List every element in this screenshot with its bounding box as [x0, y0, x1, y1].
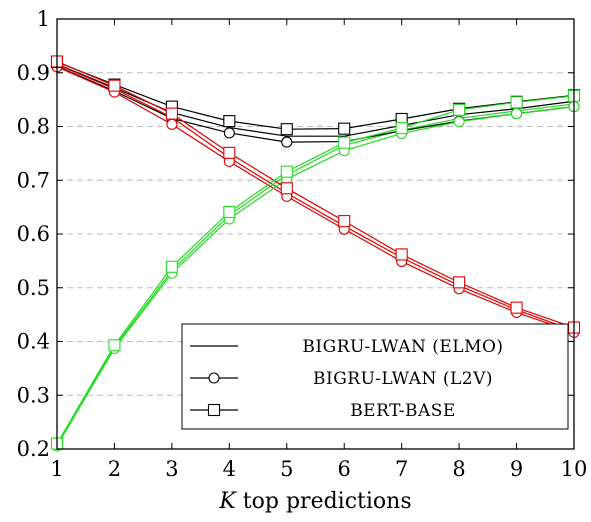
legend-square-marker — [207, 403, 221, 417]
circle-marker — [511, 108, 523, 120]
y-tick-label: 0.2 — [17, 437, 50, 461]
square-marker — [453, 276, 466, 289]
y-tick-labels: 0.2 0.3 0.4 0.5 0.6 0.7 0.8 0.9 1 — [17, 7, 50, 461]
y-tick-label: 0.5 — [17, 276, 50, 300]
x-tick-label: 9 — [510, 457, 523, 481]
series-line — [56, 64, 575, 332]
series-lines — [50, 55, 581, 452]
square-marker — [338, 122, 351, 135]
x-tick-labels: 1 2 3 4 5 6 7 8 9 10 — [50, 457, 587, 481]
x-axis-label-text: top predictions — [236, 489, 412, 514]
x-axis-label: K top predictions — [218, 489, 411, 514]
square-marker — [223, 205, 236, 219]
y-tick-label: 0.8 — [17, 115, 50, 139]
square-marker — [338, 215, 351, 228]
square-marker — [165, 107, 178, 120]
legend-box — [181, 323, 569, 430]
x-tick-label: 1 — [50, 457, 63, 481]
x-axis-label-variable: K — [218, 489, 237, 514]
square-marker — [280, 165, 293, 178]
square-marker — [280, 182, 293, 195]
square-marker — [395, 122, 408, 135]
x-tick-label: 8 — [452, 457, 465, 481]
x-tick-label: 6 — [338, 457, 351, 481]
x-tick-label: 4 — [223, 457, 236, 481]
series-line — [56, 66, 575, 333]
square-marker — [280, 123, 293, 136]
y-tick-label: 1 — [37, 7, 50, 31]
legend-label: BIGRU-LWAN (ELMO) — [302, 337, 503, 357]
circle-marker — [453, 116, 465, 128]
circle-marker — [281, 136, 293, 148]
square-marker — [108, 79, 121, 92]
x-tick-label: 5 — [280, 457, 293, 481]
x-tick-label: 3 — [165, 457, 178, 481]
series-line — [56, 106, 575, 447]
square-marker — [223, 115, 236, 128]
x-tick-label: 7 — [395, 457, 408, 481]
y-tick-label: 0.6 — [17, 222, 50, 246]
y-tick-label: 0.7 — [17, 168, 50, 192]
legend-label: BIGRU-LWAN (L2V) — [313, 369, 493, 389]
legend: BIGRU-LWAN (ELMO) BIGRU-LWAN (L2V) BERT-BA… — [181, 323, 569, 430]
legend-entries: BIGRU-LWAN (ELMO) BIGRU-LWAN (L2V) BERT-BA… — [190, 337, 503, 421]
axis-ticks — [56, 18, 575, 450]
series-line — [56, 61, 575, 130]
square-marker — [338, 136, 351, 149]
x-tick-label: 10 — [561, 457, 588, 481]
legend-circle-marker — [208, 372, 220, 384]
circle-marker — [223, 127, 235, 139]
y-tick-label: 0.4 — [17, 330, 50, 354]
square-marker — [108, 339, 121, 352]
square-marker — [510, 301, 523, 314]
circle-marker — [166, 118, 178, 130]
square-marker — [165, 260, 178, 273]
series-line — [56, 103, 575, 446]
y-tick-label: 0.3 — [17, 383, 50, 407]
series-line — [56, 60, 575, 329]
square-marker — [453, 103, 466, 116]
square-marker — [395, 248, 408, 261]
y-tick-label: 0.9 — [17, 61, 50, 85]
square-marker — [223, 146, 236, 159]
legend-label: BERT-BASE — [350, 401, 456, 421]
series-line — [56, 95, 575, 444]
square-marker — [510, 96, 523, 109]
x-tick-label: 2 — [108, 457, 121, 481]
